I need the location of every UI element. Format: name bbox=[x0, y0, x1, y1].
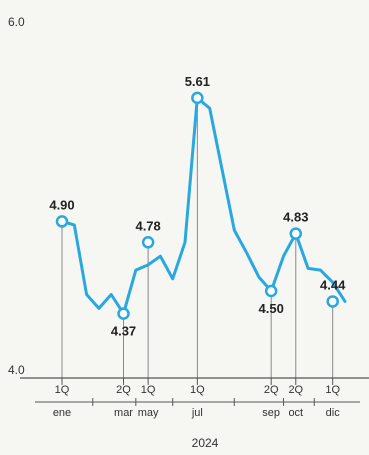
x-axis-ticks bbox=[35, 378, 360, 406]
data-point bbox=[264, 284, 278, 298]
data-label: 4.90 bbox=[49, 197, 74, 212]
x-period-label: 1Q bbox=[190, 384, 205, 396]
x-axis-year-label: 2024 bbox=[192, 436, 219, 450]
data-point bbox=[117, 307, 130, 320]
y-tick-label-top: 6.0 bbox=[8, 15, 25, 29]
x-month-label: jul bbox=[191, 407, 203, 419]
data-label: 5.61 bbox=[185, 74, 210, 89]
x-axis-labels: 1Q ene 2Q mar 1Q may 1Q jul 2Q sep 2Q oct 1Q dic bbox=[53, 384, 341, 419]
data-markers bbox=[55, 91, 339, 320]
x-period-label: 2Q bbox=[116, 384, 131, 396]
data-label: 4.78 bbox=[135, 218, 160, 233]
data-label: 4.50 bbox=[259, 301, 284, 316]
data-label: 4.83 bbox=[283, 210, 308, 225]
series-line bbox=[60, 96, 347, 316]
data-point bbox=[141, 236, 155, 249]
x-period-label: 1Q bbox=[325, 384, 340, 396]
data-point bbox=[191, 91, 204, 105]
x-month-label: oct bbox=[288, 407, 303, 419]
x-month-label: sep bbox=[262, 407, 280, 419]
data-labels: 4.90 4.37 4.78 5.61 4.50 4.83 4.44 bbox=[49, 74, 346, 339]
data-point bbox=[55, 215, 69, 228]
x-month-label: mar bbox=[114, 407, 133, 419]
x-period-label: 2Q bbox=[288, 384, 303, 396]
data-point bbox=[289, 227, 303, 240]
x-period-label: 2Q bbox=[264, 384, 279, 396]
x-month-label: may bbox=[138, 407, 159, 419]
y-tick-label-bottom: 4.0 bbox=[8, 363, 25, 377]
x-period-label: 1Q bbox=[55, 384, 70, 396]
x-period-label: 1Q bbox=[141, 384, 156, 396]
x-month-label: ene bbox=[53, 407, 71, 419]
data-label: 4.44 bbox=[320, 277, 346, 292]
data-point bbox=[326, 295, 339, 308]
data-label: 4.37 bbox=[111, 324, 136, 339]
x-month-label: dic bbox=[326, 407, 341, 419]
